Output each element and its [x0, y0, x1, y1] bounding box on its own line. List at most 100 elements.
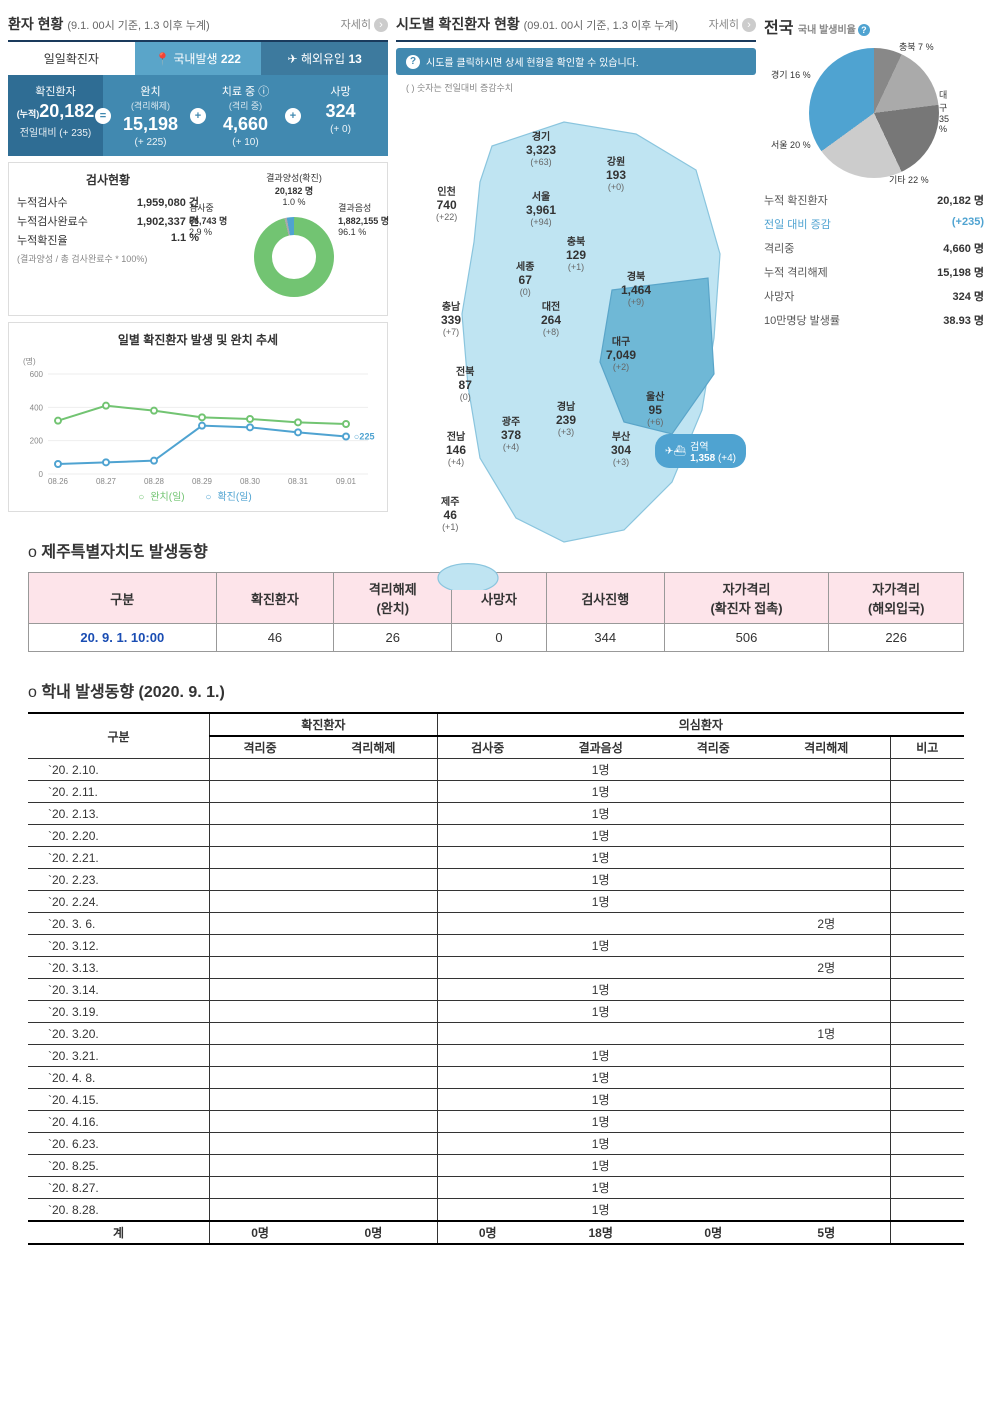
table-row: `20. 4.15.1명: [28, 1089, 964, 1111]
map-region[interactable]: 울산95(+6): [646, 388, 664, 427]
jeju-th: 자가격리(해외입국): [829, 573, 964, 624]
map-region[interactable]: 제주46(+1): [441, 493, 459, 532]
trend-chart: 020040060008.2608.2708.2808.2908.3008.31…: [17, 354, 379, 484]
campus-th: 비고: [890, 736, 964, 759]
trend-legend: ○완치(일) ○확진(일): [17, 488, 379, 503]
stat-cards: 확진환자(누적)20,182전일대비 (+ 235)=완치(격리해제)15,19…: [8, 75, 388, 156]
test-status: 검사현황 누적검사수1,959,080 건누적검사완료수1,902,337 건누…: [8, 162, 388, 316]
quarantine-badge[interactable]: ✈⛴ 검역1,358 (+4): [655, 434, 746, 468]
map-region[interactable]: 부산304(+3): [611, 428, 631, 467]
pie-label: 충북 7 %: [899, 40, 934, 53]
map-panel: 시도별 확진환자 현황 (09.01. 00시 기준, 1.3 이후 누계) 자…: [396, 8, 756, 512]
stat-card: 치료 중 ⓘ(격리 중)4,660(+ 10)+: [198, 75, 293, 156]
pie-label: 경기 16 %: [771, 68, 811, 81]
korea-map[interactable]: 경기3,323(+63) 강원193(+0) 인천740(+22) 서울3,961(+…: [396, 98, 756, 508]
svg-text:08.27: 08.27: [96, 477, 117, 484]
jeju-td: 20. 9. 1. 10:00: [29, 624, 217, 652]
svg-text:○225: ○225: [354, 432, 374, 442]
map-region[interactable]: 경남239(+3): [556, 398, 576, 437]
campus-th: 격리중: [210, 736, 310, 759]
dashboard: 환자 현황 (9.1. 00시 기준, 1.3 이후 누계) 자세히 일일확진자…: [0, 0, 992, 520]
patient-title: 환자 현황 (9.1. 00시 기준, 1.3 이후 누계): [8, 14, 210, 34]
test-left: 검사현황 누적검사수1,959,080 건누적검사완료수1,902,337 건누…: [17, 171, 199, 307]
nation-title: 전국 국내 발생비율: [764, 14, 984, 38]
campus-th: 결과음성: [538, 736, 664, 759]
map-region[interactable]: 광주378(+4): [501, 413, 521, 452]
pie-label: 대구 35 %: [939, 88, 949, 134]
table-row: `20. 3.19.1명: [28, 1001, 964, 1023]
map-region[interactable]: 경기3,323(+63): [526, 128, 556, 167]
nation-stats: 누적 확진환자20,182 명전일 대비 증감(+235)격리중4,660 명누…: [764, 188, 984, 332]
stat-card: 확진환자(누적)20,182전일대비 (+ 235)=: [8, 75, 103, 156]
th-confirmed: 확진환자: [210, 713, 438, 736]
table-row: `20. 3.14.1명: [28, 979, 964, 1001]
table-row: `20. 8.25.1명: [28, 1155, 964, 1177]
trend-title: 일별 확진환자 발생 및 완치 추세: [17, 331, 379, 348]
detail-link[interactable]: 자세히: [341, 16, 388, 32]
map-note-sub: ( ) 숫자는 전일대비 증감수치: [396, 81, 756, 94]
table-row: `20. 2.20.1명: [28, 825, 964, 847]
campus-th: 격리중: [664, 736, 763, 759]
table-row: `20. 2.23.1명: [28, 869, 964, 891]
map-region[interactable]: 전남146(+4): [446, 428, 466, 467]
map-note: 시도를 클릭하시면 상세 현황을 확인할 수 있습니다.: [396, 48, 756, 75]
table-row: `20. 3.21.1명: [28, 1045, 964, 1067]
jeju-td: 344: [546, 624, 664, 652]
table-row: `20. 4.16.1명: [28, 1111, 964, 1133]
jeju-td: 26: [334, 624, 452, 652]
table-row: `20. 3.20.1명: [28, 1023, 964, 1045]
nation-pie: 충북 7 %경기 16 %서울 20 %기타 22 %대구 35 %: [809, 48, 939, 178]
trend-box: 일별 확진환자 발생 및 완치 추세 020040060008.2608.270…: [8, 322, 388, 512]
svg-text:08.31: 08.31: [288, 477, 309, 484]
jeju-th: 구분: [29, 573, 217, 624]
campus-th: 격리해제: [310, 736, 437, 759]
jeju-td: 506: [664, 624, 829, 652]
tab-daily[interactable]: 일일확진자: [8, 42, 135, 75]
test-donut-area: 결과양성(확진)20,182 명1.0 % 검사중56,743 명2.9 % 결…: [209, 171, 379, 307]
svg-text:200: 200: [30, 437, 44, 446]
map-region[interactable]: 강원193(+0): [606, 153, 626, 192]
map-region[interactable]: 전북87(0): [456, 363, 474, 402]
map-region[interactable]: 인천740(+22): [436, 183, 457, 222]
map-region[interactable]: 충북129(+1): [566, 233, 586, 272]
pie-label: 서울 20 %: [771, 138, 811, 151]
left-panel: 환자 현황 (9.1. 00시 기준, 1.3 이후 누계) 자세히 일일확진자…: [8, 8, 388, 512]
detail-link-map[interactable]: 자세히: [709, 16, 756, 32]
tab-domestic[interactable]: 📍 국내발생 222: [135, 42, 262, 75]
pie-label: 기타 22 %: [889, 173, 929, 186]
jeju-td: 46: [216, 624, 334, 652]
map-region[interactable]: 서울3,961(+94): [526, 188, 556, 227]
table-row: `20. 2.21.1명: [28, 847, 964, 869]
table-row: `20. 3.12.1명: [28, 935, 964, 957]
campus-table: 구분 확진환자 의심환자 격리중격리해제검사중결과음성격리중격리해제비고 `20…: [28, 712, 964, 1245]
right-panel: 시도별 확진환자 현황 (09.01. 00시 기준, 1.3 이후 누계) 자…: [396, 8, 984, 512]
stat-card: 사망324(+ 0): [293, 75, 388, 156]
table-row: `20. 8.27.1명: [28, 1177, 964, 1199]
jeju-td: 0: [452, 624, 547, 652]
jeju-td: 226: [829, 624, 964, 652]
test-note: (결과양성 / 총 검사완료수 * 100%): [17, 252, 199, 265]
patient-header: 환자 현황 (9.1. 00시 기준, 1.3 이후 누계) 자세히: [8, 8, 388, 42]
map-region[interactable]: 대전264(+8): [541, 298, 561, 337]
table-row: `20. 3.13.2명: [28, 957, 964, 979]
table-row: `20. 4. 8.1명: [28, 1067, 964, 1089]
test-title: 검사현황: [17, 171, 199, 188]
map-region[interactable]: 세종67(0): [516, 258, 534, 297]
svg-text:08.28: 08.28: [144, 477, 165, 484]
svg-text:0: 0: [39, 470, 44, 479]
donut-chart: [254, 217, 334, 297]
table-row: `20. 2.10.1명: [28, 759, 964, 781]
table-row: `20. 8.28.1명: [28, 1199, 964, 1222]
campus-title: 학내 발생동향 (2020. 9. 1.): [28, 678, 964, 702]
tab-overseas[interactable]: ✈ 해외유입 13: [261, 42, 388, 75]
table-row: `20. 6.23.1명: [28, 1133, 964, 1155]
jeju-th: 확진환자: [216, 573, 334, 624]
svg-text:09.01: 09.01: [336, 477, 357, 484]
map-region[interactable]: 대구7,049(+2): [606, 333, 636, 372]
map-region[interactable]: 경북1,464(+9): [621, 268, 651, 307]
map-region[interactable]: 충남339(+7): [441, 298, 461, 337]
th-suspect: 의심환자: [437, 713, 964, 736]
map-header: 시도별 확진환자 현황 (09.01. 00시 기준, 1.3 이후 누계) 자…: [396, 8, 756, 42]
svg-text:400: 400: [30, 403, 44, 412]
svg-text:08.26: 08.26: [48, 477, 69, 484]
